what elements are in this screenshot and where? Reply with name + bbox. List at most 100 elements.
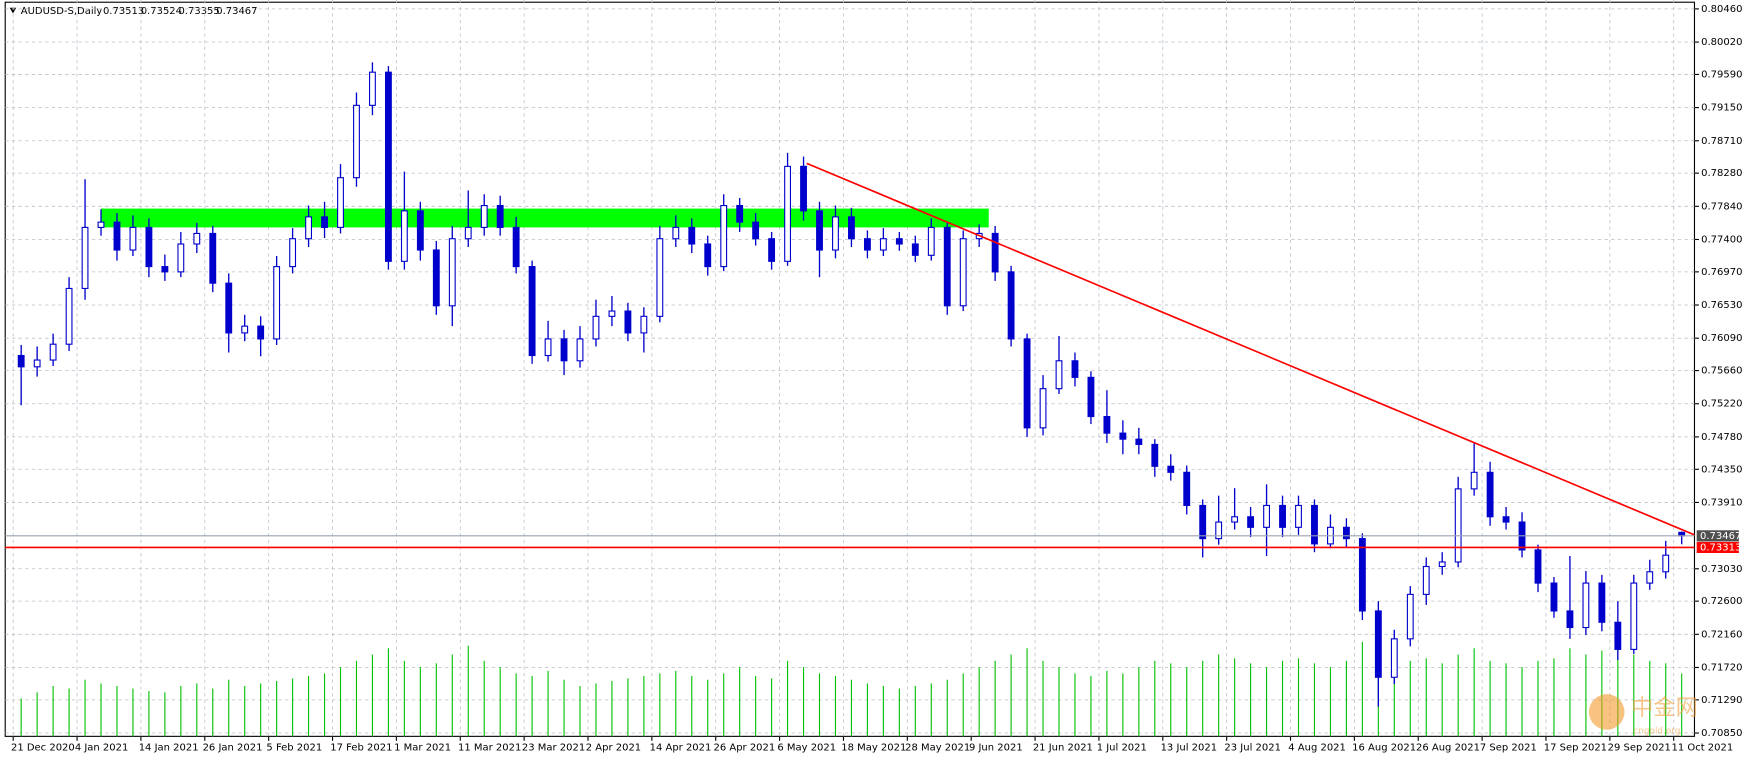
candle-body — [816, 210, 823, 251]
candle-body — [512, 226, 520, 268]
candle-body — [1614, 621, 1622, 650]
y-tick-label: 0.73030 — [1701, 564, 1742, 575]
candle-body — [1358, 538, 1366, 612]
level-price-label: 0.73313 — [1700, 542, 1741, 553]
candle-body — [193, 232, 201, 245]
candle-body — [17, 354, 25, 368]
x-tick-label: 11 Mar 2021 — [458, 742, 521, 753]
x-tick-label: 9 Jun 2021 — [969, 742, 1023, 753]
candle-body — [49, 343, 57, 361]
candle-body — [113, 221, 121, 251]
x-tick-label: 21 Jun 2021 — [1033, 742, 1093, 753]
x-tick-label: 13 Jul 2021 — [1161, 742, 1218, 753]
candle-body — [321, 216, 328, 228]
candle-body — [1103, 415, 1111, 434]
x-tick-label: 23 Mar 2021 — [522, 742, 585, 753]
candle-body — [305, 216, 313, 240]
candle-body — [688, 226, 696, 245]
candle-body — [1199, 504, 1207, 540]
plot-layer: 0.80460 0.80020 0.79590 0.79150 0.78710 0.782… — [5, 0, 1742, 753]
ohlc-high: 0.73524 — [141, 6, 182, 17]
candle-body — [1390, 638, 1398, 678]
candle-body — [1279, 504, 1286, 528]
candle-body — [65, 287, 73, 345]
y-tick-label: 0.73910 — [1701, 497, 1742, 508]
candle-body — [704, 243, 712, 268]
candle-body — [1263, 504, 1270, 528]
candle-body — [225, 282, 233, 334]
candle-body — [177, 243, 185, 273]
x-tick-label: 29 Sep 2021 — [1608, 742, 1671, 753]
y-tick-label: 0.75660 — [1701, 366, 1742, 377]
x-tick-label: 28 May 2021 — [905, 742, 970, 753]
x-tick-label: 26 Apr 2021 — [714, 742, 776, 753]
candle-body — [496, 205, 504, 228]
x-tick-label: 2 Apr 2021 — [586, 742, 641, 753]
bid-price-box — [1696, 530, 1739, 542]
candle-body — [640, 315, 648, 334]
y-tick-label: 0.74350 — [1701, 464, 1742, 475]
y-tick-label: 0.78280 — [1701, 168, 1742, 179]
candle-body — [400, 210, 408, 262]
candle-body — [911, 243, 919, 256]
x-tick-label: 14 Apr 2021 — [650, 742, 712, 753]
candle-body — [416, 210, 424, 251]
candle-body — [1630, 582, 1638, 650]
candle-body — [353, 104, 360, 179]
x-tick-label: 1 Mar 2021 — [394, 742, 451, 753]
candle-body — [1646, 571, 1654, 584]
candle-body — [1582, 582, 1590, 629]
candle-body — [959, 238, 967, 307]
candle-body — [1039, 388, 1047, 429]
candle-body — [161, 266, 169, 273]
candle-body — [81, 226, 89, 290]
candle-body — [1406, 593, 1414, 640]
candle-body — [1374, 610, 1382, 678]
candle-body — [384, 71, 392, 262]
x-tick-label: 23 Jul 2021 — [1224, 742, 1281, 753]
y-tick-label: 0.76970 — [1701, 267, 1742, 278]
candle-body — [1470, 471, 1478, 490]
candle-body — [927, 226, 935, 256]
ohlc-low: 0.73355 — [178, 6, 219, 17]
candle-body — [1598, 582, 1606, 623]
x-tick-label: 4 Aug 2021 — [1288, 742, 1346, 753]
candle-body — [848, 216, 855, 240]
y-tick-label: 0.80020 — [1701, 37, 1742, 48]
candle-body — [656, 238, 664, 317]
y-tick-label: 0.75220 — [1701, 399, 1742, 410]
y-tick-label: 0.76530 — [1701, 300, 1742, 311]
candle-body — [991, 232, 999, 273]
candle-body — [1566, 610, 1574, 629]
candle-body — [895, 238, 903, 245]
candle-body — [592, 315, 600, 340]
candle-body — [480, 205, 488, 228]
y-tick-label: 0.74780 — [1701, 432, 1742, 443]
candle-body — [608, 310, 616, 317]
bid-price-label: 0.73467 — [1700, 531, 1741, 542]
candle-body — [1023, 338, 1031, 429]
candle-body — [560, 338, 568, 362]
x-tick-label: 16 Aug 2021 — [1352, 742, 1416, 753]
candle-body — [1151, 443, 1159, 467]
candle-body — [576, 338, 584, 362]
y-tick-label: 0.72160 — [1701, 629, 1742, 640]
candle-body — [289, 238, 297, 268]
ohlc-close: 0.73467 — [216, 6, 257, 17]
watermark-site: cngold.org — [1633, 726, 1680, 736]
y-tick-label: 0.76090 — [1701, 333, 1742, 344]
x-tick-label: 17 Sep 2021 — [1544, 742, 1607, 753]
x-tick-label: 21 Dec 2020 — [11, 742, 75, 753]
candle-body — [1183, 471, 1191, 507]
candle-body — [1167, 465, 1175, 473]
candle-body — [1215, 521, 1223, 540]
candle-body — [97, 221, 105, 228]
candle-body — [1438, 561, 1446, 568]
candle-body — [1119, 432, 1127, 440]
candle-body — [768, 238, 776, 262]
candle-body — [800, 165, 807, 212]
symbol-title: AUDUSD-S,Daily — [21, 6, 103, 17]
candle-body — [1055, 360, 1063, 390]
x-tick-label: 11 Oct 2021 — [1671, 742, 1733, 753]
